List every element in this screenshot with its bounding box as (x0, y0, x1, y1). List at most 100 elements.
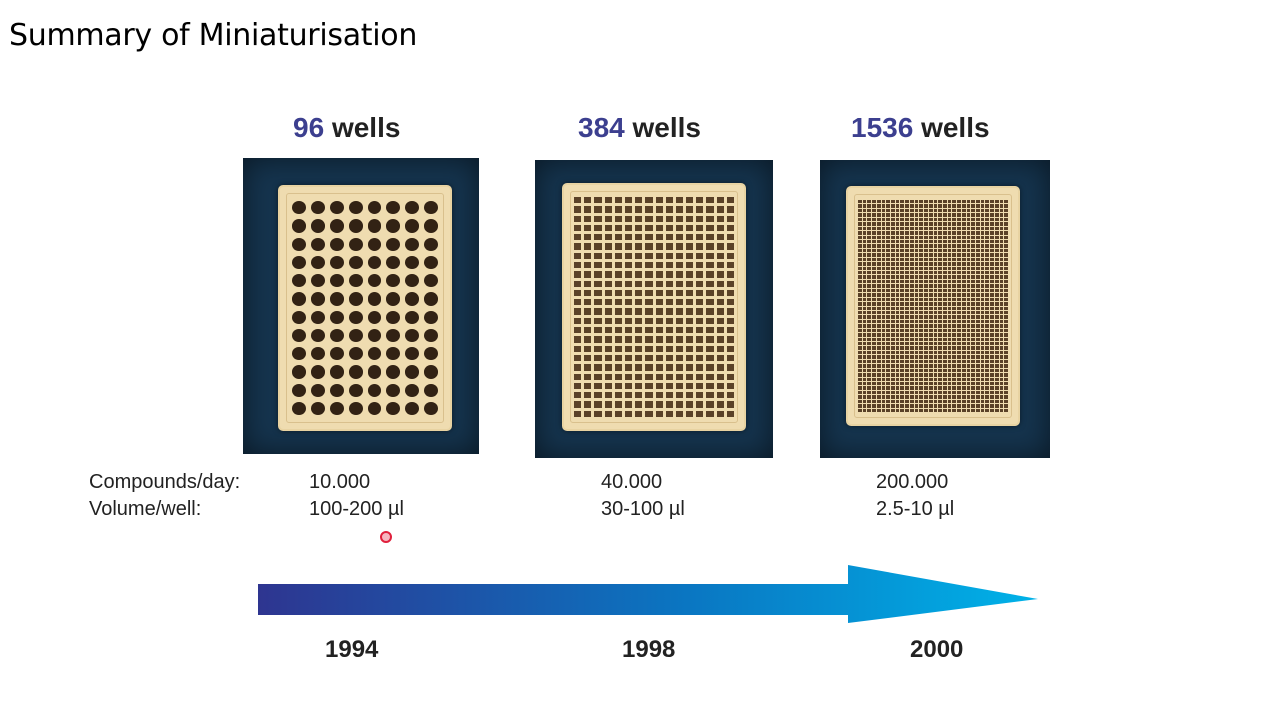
well (881, 302, 886, 306)
well (386, 237, 401, 251)
well (900, 328, 905, 333)
well (876, 395, 881, 399)
well (655, 252, 663, 260)
well (1004, 200, 1008, 204)
well (886, 386, 891, 390)
well (952, 368, 957, 373)
well (909, 213, 914, 217)
well (881, 217, 886, 222)
well (624, 345, 633, 352)
well (858, 390, 862, 395)
well (900, 373, 905, 377)
well (872, 386, 876, 390)
well (905, 293, 909, 297)
well (924, 244, 928, 248)
well (886, 404, 891, 408)
well (867, 226, 872, 231)
well (876, 248, 881, 253)
well (876, 200, 881, 204)
microplate-1536 (846, 186, 1020, 426)
well (886, 377, 891, 381)
well (942, 390, 947, 395)
well (858, 395, 862, 399)
volume-value-384: 30-100 µl (601, 498, 685, 520)
well (938, 204, 942, 208)
well (706, 382, 714, 390)
well (858, 364, 862, 368)
well (1004, 213, 1008, 217)
well (947, 350, 952, 355)
well (933, 368, 938, 373)
well-grid-384 (574, 197, 734, 417)
well (919, 386, 924, 390)
well (886, 355, 891, 359)
well (909, 350, 914, 355)
well (985, 359, 990, 364)
well (971, 279, 975, 284)
well (867, 364, 872, 368)
well (975, 390, 980, 395)
well (858, 373, 862, 377)
well (938, 306, 942, 310)
well (675, 262, 684, 269)
well (686, 206, 694, 213)
well (994, 408, 999, 412)
well (966, 239, 971, 244)
well (947, 346, 952, 350)
well (881, 226, 886, 231)
well (966, 266, 971, 270)
well (938, 262, 942, 266)
well (891, 395, 895, 399)
well (624, 401, 633, 408)
well (872, 390, 876, 395)
well (900, 248, 905, 253)
well (947, 319, 952, 324)
well (716, 392, 724, 399)
well (895, 342, 900, 346)
well (975, 399, 980, 404)
well (980, 408, 985, 412)
well (891, 302, 895, 306)
well (862, 328, 867, 333)
well (952, 279, 957, 284)
well (942, 239, 947, 244)
well (594, 392, 602, 399)
well (862, 217, 867, 222)
well (1004, 386, 1008, 390)
well (914, 253, 919, 257)
well (895, 386, 900, 390)
well (947, 324, 952, 328)
well (604, 336, 612, 343)
well-grid-96 (292, 201, 438, 415)
well (862, 275, 867, 279)
well (905, 284, 909, 288)
well (942, 302, 947, 306)
well (665, 410, 673, 417)
well (665, 280, 673, 287)
well (942, 235, 947, 239)
well (645, 373, 653, 380)
well (985, 333, 990, 337)
well (665, 373, 673, 380)
well (905, 355, 909, 359)
well (891, 310, 895, 315)
well (914, 279, 919, 284)
well (994, 266, 999, 270)
well (938, 346, 942, 350)
well (942, 257, 947, 262)
well (891, 306, 895, 310)
well (971, 284, 975, 288)
well (665, 271, 673, 278)
well (900, 333, 905, 337)
well (928, 342, 933, 346)
well (1004, 359, 1008, 364)
well (655, 215, 663, 222)
well (881, 310, 886, 315)
well (686, 215, 694, 222)
well (909, 306, 914, 310)
well (867, 319, 872, 324)
well (900, 200, 905, 204)
well (891, 271, 895, 275)
well (1004, 319, 1008, 324)
well (886, 284, 891, 288)
